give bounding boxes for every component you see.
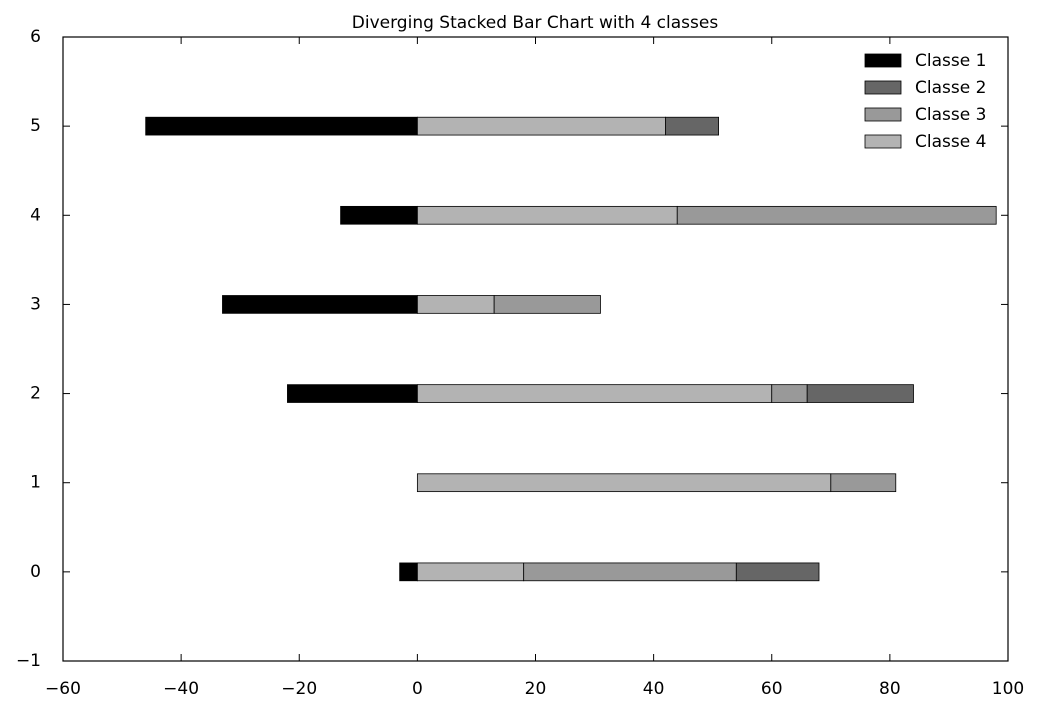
x-tick-label: 20: [525, 679, 547, 699]
legend-swatch: [864, 53, 902, 68]
y-tick-label: −1: [16, 651, 41, 671]
bar-segment: [771, 384, 808, 403]
bar-segment: [676, 205, 997, 225]
bar-segment: [830, 473, 897, 493]
x-tick-label: −20: [281, 679, 317, 699]
bar-segment: [222, 295, 418, 314]
x-tick-label: 100: [992, 679, 1024, 699]
bar-segment: [416, 384, 773, 403]
x-tick-label: 80: [879, 679, 901, 699]
x-tick-label: 0: [412, 679, 423, 699]
bar-segment: [735, 562, 820, 582]
y-tick-label: 1: [30, 473, 41, 493]
bar-segment: [416, 473, 832, 493]
y-tick-label: 6: [30, 27, 41, 47]
bar-segment: [399, 562, 418, 582]
legend-label: Classe 3: [915, 105, 986, 125]
x-tick-label: −40: [163, 679, 199, 699]
y-tick-label: 0: [30, 562, 41, 582]
legend-label: Classe 2: [915, 78, 986, 98]
legend-swatch: [864, 134, 902, 149]
x-tick-label: −60: [45, 679, 81, 699]
bar-segment: [287, 384, 418, 403]
x-tick-label: 60: [761, 679, 783, 699]
chart-title: Diverging Stacked Bar Chart with 4 class…: [352, 13, 719, 33]
bar-segment: [416, 205, 678, 225]
y-tick-label: 4: [30, 205, 41, 225]
legend-label: Classe 4: [915, 132, 986, 152]
bar-segment: [416, 116, 666, 136]
x-tick-label: 40: [643, 679, 665, 699]
bar-segment: [493, 295, 601, 314]
legend-label: Classe 1: [915, 51, 986, 71]
y-tick-label: 3: [30, 294, 41, 314]
bar-segment: [145, 116, 418, 136]
bar-segment: [806, 384, 914, 403]
bar-segment: [665, 116, 719, 136]
y-tick-label: 2: [30, 384, 41, 404]
legend-swatch: [864, 80, 902, 95]
legend-swatch: [864, 107, 902, 122]
y-tick-label: 5: [30, 116, 41, 136]
bar-segment: [523, 562, 737, 582]
bar-segment: [416, 295, 495, 314]
bar-segment: [340, 205, 418, 225]
bar-segment: [416, 562, 525, 582]
